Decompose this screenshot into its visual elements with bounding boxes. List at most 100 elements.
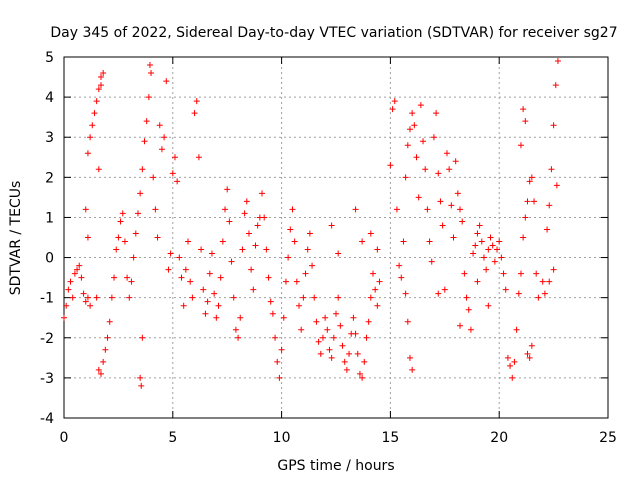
data-point — [454, 190, 461, 197]
data-point — [148, 70, 155, 77]
data-point — [446, 166, 453, 173]
data-point — [426, 238, 433, 245]
data-point — [511, 358, 518, 365]
data-point — [341, 358, 348, 365]
data-point — [441, 286, 448, 293]
data-point — [289, 206, 296, 213]
data-point — [409, 366, 416, 373]
data-point — [524, 350, 531, 357]
data-point — [322, 314, 329, 321]
data-point — [174, 178, 181, 185]
data-point — [97, 370, 104, 377]
data-point — [84, 150, 91, 157]
data-point — [398, 274, 405, 281]
data-point — [300, 294, 307, 301]
data-point — [139, 166, 146, 173]
data-point — [504, 354, 511, 361]
data-point — [452, 158, 459, 165]
data-point — [108, 294, 115, 301]
x-axis-label: GPS time / hours — [277, 458, 394, 474]
data-point — [243, 198, 250, 205]
data-point — [311, 294, 318, 301]
y-tick-label: 1 — [45, 210, 54, 226]
data-point — [387, 162, 394, 169]
data-point — [474, 230, 481, 237]
data-point — [100, 358, 107, 365]
data-point — [517, 270, 524, 277]
data-point — [274, 358, 281, 365]
data-point — [317, 350, 324, 357]
data-point — [259, 190, 266, 197]
data-point — [193, 98, 200, 105]
data-point — [507, 362, 514, 369]
data-point — [365, 318, 372, 325]
data-point — [315, 338, 322, 345]
data-point — [391, 98, 398, 105]
data-point — [161, 134, 168, 141]
data-point — [367, 294, 374, 301]
data-point — [509, 374, 516, 381]
data-point — [95, 366, 102, 373]
data-point — [304, 246, 311, 253]
data-point — [478, 238, 485, 245]
axis-ticks: -4 -3 -2 -1 0 1 2 3 4 5 0 5 10 15 20 25 — [40, 50, 617, 446]
x-tick-label: 5 — [168, 430, 177, 446]
data-point — [80, 290, 87, 297]
data-point — [376, 278, 383, 285]
data-point — [102, 346, 109, 353]
x-tick-label: 0 — [60, 430, 69, 446]
data-point — [402, 290, 409, 297]
data-point — [302, 270, 309, 277]
data-points — [61, 58, 561, 389]
data-point — [296, 302, 303, 309]
data-point — [252, 242, 259, 249]
data-point — [276, 374, 283, 381]
data-point — [356, 370, 363, 377]
data-point — [282, 278, 289, 285]
data-point — [448, 202, 455, 209]
data-point — [483, 266, 490, 273]
data-point — [413, 154, 420, 161]
data-point — [130, 254, 137, 261]
data-point — [411, 122, 418, 129]
data-point — [443, 150, 450, 157]
y-tick-label: -4 — [40, 411, 54, 427]
data-point — [84, 234, 91, 241]
data-point — [232, 326, 239, 333]
data-point — [487, 234, 494, 241]
y-tick-label: 0 — [45, 251, 54, 267]
data-point — [143, 118, 150, 125]
data-point — [63, 302, 70, 309]
data-point — [95, 166, 102, 173]
data-point — [424, 206, 431, 213]
data-point — [435, 170, 442, 177]
data-point — [437, 198, 444, 205]
data-point — [494, 246, 501, 253]
data-point — [524, 198, 531, 205]
data-point — [191, 110, 198, 117]
data-point — [254, 222, 261, 229]
data-point — [82, 206, 89, 213]
data-point — [134, 210, 141, 217]
data-point — [439, 222, 446, 229]
data-point — [491, 258, 498, 265]
y-tick-label: 2 — [45, 170, 54, 186]
data-point — [361, 358, 368, 365]
y-tick-label: 3 — [45, 130, 54, 146]
data-point — [520, 106, 527, 113]
data-point — [87, 134, 94, 141]
data-point — [352, 330, 359, 337]
x-tick-label: 10 — [273, 430, 291, 446]
data-point — [485, 302, 492, 309]
data-point — [132, 230, 139, 237]
data-point — [461, 270, 468, 277]
y-tick-label: -1 — [40, 291, 54, 307]
data-point — [535, 294, 542, 301]
data-point — [189, 294, 196, 301]
data-point — [328, 222, 335, 229]
data-point — [91, 110, 98, 117]
data-point — [93, 294, 100, 301]
data-point — [528, 174, 535, 181]
data-point — [126, 294, 133, 301]
data-point — [550, 122, 557, 129]
